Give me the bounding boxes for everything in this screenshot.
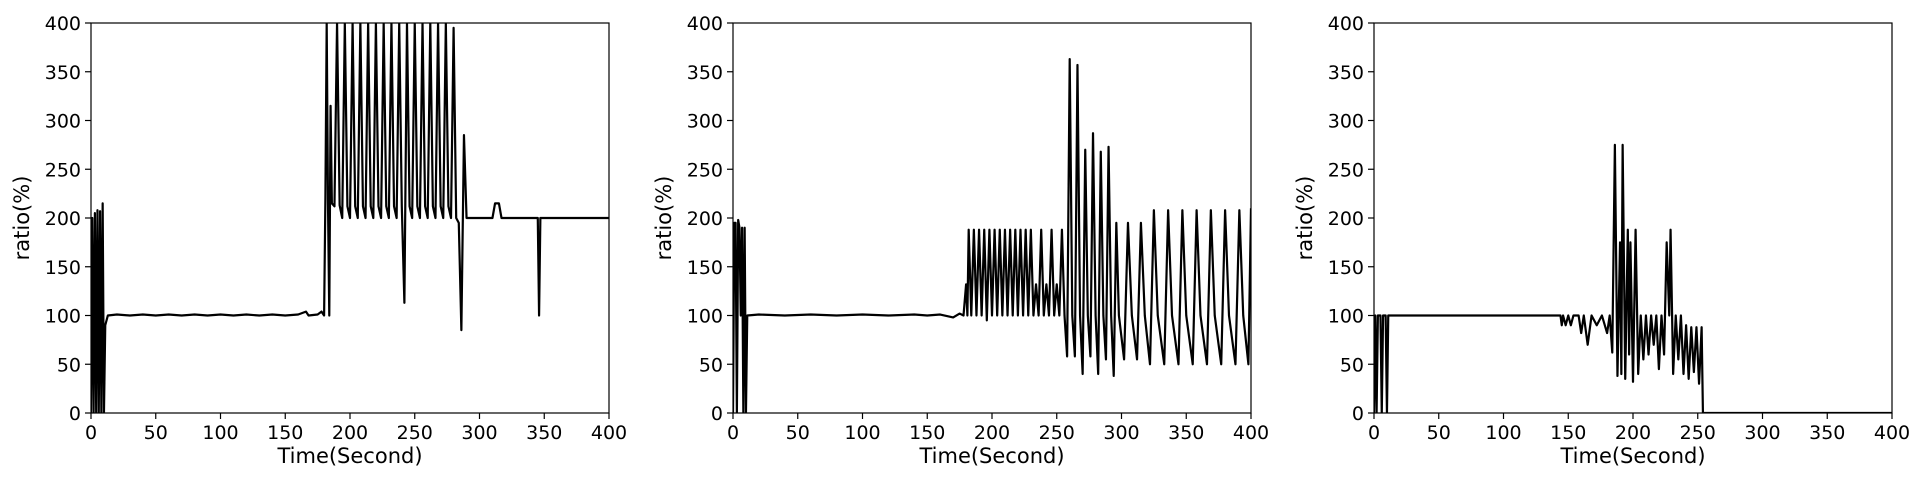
x-tick-label: 300 xyxy=(1744,422,1780,444)
series-line xyxy=(1374,143,1892,413)
chart-panel-1: 0 50 100 150 200 250 300 350 400 0 50 100 150 200 250 3… xyxy=(10,13,627,468)
x-tick-label: 150 xyxy=(1550,422,1586,444)
x-tick-label: 0 xyxy=(85,422,97,444)
y-tick-label: 50 xyxy=(1340,354,1364,376)
y-tick-label: 100 xyxy=(45,306,81,328)
x-axis-label: Time(Second) xyxy=(1559,444,1705,468)
y-tick-label: 300 xyxy=(1328,111,1364,133)
y-tick-label: 200 xyxy=(1328,208,1364,230)
chart-panel-3: 0 50 100 150 200 250 300 350 400 0 50 100 150 200 250 3… xyxy=(1293,13,1910,468)
y-tick-label: 150 xyxy=(45,257,81,279)
y-axis-label: ratio(%) xyxy=(652,176,676,261)
x-tick-label: 250 xyxy=(1680,422,1716,444)
y-tick-label: 300 xyxy=(687,111,723,133)
x-tick-label: 200 xyxy=(1615,422,1651,444)
x-tick-label: 50 xyxy=(1427,422,1451,444)
y-tick-label: 300 xyxy=(45,111,81,133)
x-tick-label: 150 xyxy=(267,422,303,444)
y-tick-label: 50 xyxy=(699,354,723,376)
y-axis-label: ratio(%) xyxy=(1293,176,1317,261)
x-tick-label: 100 xyxy=(202,422,238,444)
y-tick-label: 150 xyxy=(1328,257,1364,279)
y-tick-label: 200 xyxy=(45,208,81,230)
y-tick-label: 150 xyxy=(687,257,723,279)
y-tick-label: 400 xyxy=(45,13,81,35)
x-tick-label: 150 xyxy=(909,422,945,444)
x-tick-label: 400 xyxy=(1233,422,1269,444)
x-axis-label: Time(Second) xyxy=(276,444,422,468)
y-axis-label: ratio(%) xyxy=(10,176,34,261)
chart-panel-2: 0 50 100 150 200 250 300 350 400 0 50 100 150 200 250 3… xyxy=(652,13,1269,468)
y-tick-label: 350 xyxy=(45,62,81,84)
x-tick-label: 300 xyxy=(1103,422,1139,444)
x-tick-label: 300 xyxy=(461,422,497,444)
y-tick-label: 100 xyxy=(687,306,723,328)
y-tick-label: 0 xyxy=(711,403,723,425)
y-tick-label: 250 xyxy=(1328,159,1364,181)
y-tick-label: 350 xyxy=(1328,62,1364,84)
plot-frame xyxy=(732,22,1252,414)
x-tick-label: 0 xyxy=(727,422,739,444)
x-tick-label: 50 xyxy=(786,422,810,444)
y-tick-label: 350 xyxy=(687,62,723,84)
x-tick-label: 200 xyxy=(974,422,1010,444)
x-tick-label: 350 xyxy=(1168,422,1204,444)
y-tick-label: 0 xyxy=(69,403,81,425)
x-tick-label: 100 xyxy=(1485,422,1521,444)
x-tick-label: 50 xyxy=(144,422,168,444)
y-tick-label: 250 xyxy=(687,159,723,181)
x-tick-label: 100 xyxy=(844,422,880,444)
series-line xyxy=(733,57,1251,413)
y-tick-label: 250 xyxy=(45,159,81,181)
x-tick-label: 350 xyxy=(526,422,562,444)
x-tick-label: 400 xyxy=(591,422,627,444)
x-tick-label: 200 xyxy=(332,422,368,444)
y-tick-label: 200 xyxy=(687,208,723,230)
y-tick-label: 0 xyxy=(1352,403,1364,425)
x-axis-label: Time(Second) xyxy=(918,444,1064,468)
y-tick-label: 100 xyxy=(1328,306,1364,328)
series-line xyxy=(91,23,609,413)
y-tick-label: 400 xyxy=(1328,13,1364,35)
x-tick-label: 250 xyxy=(1039,422,1075,444)
y-tick-label: 400 xyxy=(687,13,723,35)
y-tick-label: 50 xyxy=(57,354,81,376)
x-tick-label: 400 xyxy=(1874,422,1910,444)
x-tick-label: 350 xyxy=(1809,422,1845,444)
x-tick-label: 250 xyxy=(397,422,433,444)
x-tick-label: 0 xyxy=(1368,422,1380,444)
